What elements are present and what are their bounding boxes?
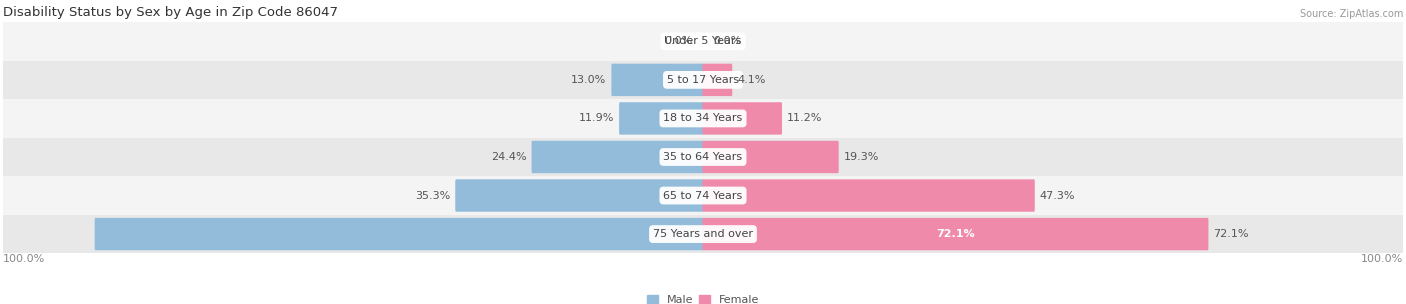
FancyBboxPatch shape (703, 141, 839, 173)
FancyBboxPatch shape (703, 218, 1208, 250)
FancyBboxPatch shape (531, 141, 703, 173)
Text: 72.1%: 72.1% (1213, 229, 1249, 239)
Text: 35 to 64 Years: 35 to 64 Years (664, 152, 742, 162)
Text: 24.4%: 24.4% (491, 152, 526, 162)
Text: 4.1%: 4.1% (737, 75, 766, 85)
Bar (3, 215, 1403, 253)
FancyBboxPatch shape (703, 102, 782, 135)
Text: 5 to 17 Years: 5 to 17 Years (666, 75, 740, 85)
FancyBboxPatch shape (703, 64, 733, 96)
Text: 75 Years and over: 75 Years and over (652, 229, 754, 239)
Text: 19.3%: 19.3% (844, 152, 879, 162)
Text: 11.9%: 11.9% (579, 113, 614, 123)
Text: 0.0%: 0.0% (713, 36, 742, 46)
Text: Under 5 Years: Under 5 Years (665, 36, 741, 46)
Text: Disability Status by Sex by Age in Zip Code 86047: Disability Status by Sex by Age in Zip C… (3, 6, 337, 19)
Bar (3, 138, 1403, 176)
FancyBboxPatch shape (619, 102, 703, 135)
Text: 47.3%: 47.3% (1040, 191, 1076, 201)
Text: 100.0%: 100.0% (1361, 254, 1403, 264)
Text: 35.3%: 35.3% (415, 191, 450, 201)
Bar (3, 22, 1403, 60)
Bar (3, 60, 1403, 99)
FancyBboxPatch shape (703, 179, 1035, 212)
Text: 100.0%: 100.0% (3, 254, 45, 264)
Bar (3, 99, 1403, 138)
Text: 13.0%: 13.0% (571, 75, 606, 85)
Text: 11.2%: 11.2% (787, 113, 823, 123)
Text: Source: ZipAtlas.com: Source: ZipAtlas.com (1301, 9, 1403, 19)
FancyBboxPatch shape (94, 218, 703, 250)
FancyBboxPatch shape (612, 64, 703, 96)
Text: 65 to 74 Years: 65 to 74 Years (664, 191, 742, 201)
FancyBboxPatch shape (456, 179, 703, 212)
Bar (3, 176, 1403, 215)
Text: 18 to 34 Years: 18 to 34 Years (664, 113, 742, 123)
Legend: Male, Female: Male, Female (647, 295, 759, 304)
Text: 0.0%: 0.0% (664, 36, 693, 46)
Text: 72.1%: 72.1% (936, 229, 974, 239)
